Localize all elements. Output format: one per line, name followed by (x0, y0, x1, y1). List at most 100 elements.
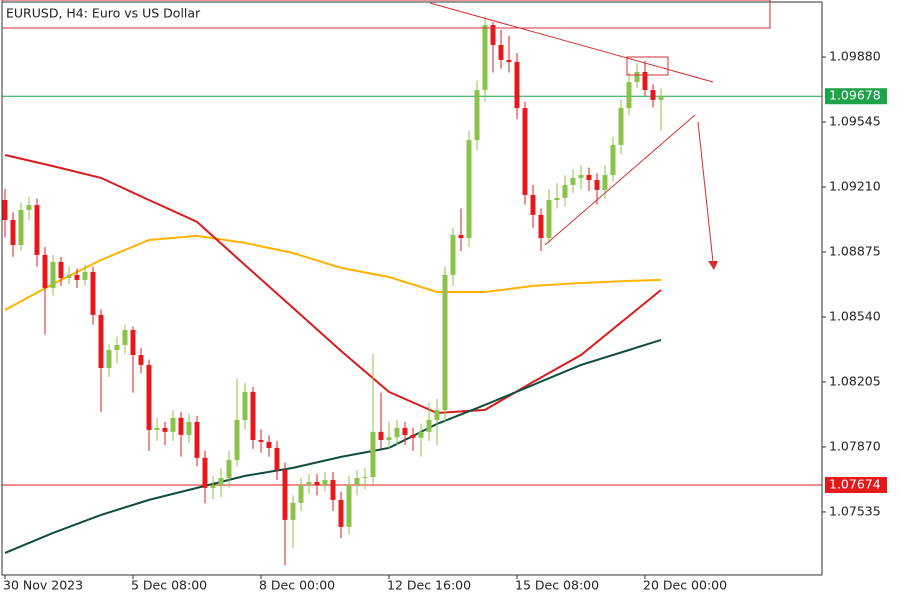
candle-body (570, 177, 576, 185)
candle-body (178, 417, 184, 435)
candle-body (514, 61, 520, 109)
y-tick-label: 1.08205 (829, 373, 881, 388)
candle-body (282, 469, 288, 520)
candle-body (50, 261, 56, 288)
candle-body (98, 314, 104, 369)
candle-body (2, 200, 8, 220)
candle-body (586, 174, 592, 181)
candle-body (362, 477, 368, 479)
candle-body (370, 431, 376, 478)
arrow (697, 121, 714, 263)
candle-body (162, 427, 168, 432)
x-tick-label: 15 Dec 08:00 (515, 578, 599, 593)
candle-body (402, 427, 408, 435)
y-tick-label: 1.09880 (829, 49, 881, 64)
candle-body (642, 71, 648, 91)
x-tick-label: 20 Dec 00:00 (643, 578, 727, 593)
arrow-head (708, 261, 718, 270)
candle-body (378, 431, 384, 440)
candle-body (130, 329, 136, 356)
candle-body (458, 234, 464, 239)
price-tag (825, 476, 887, 493)
candle-body (146, 364, 152, 430)
x-tick-label: 30 Nov 2023 (3, 578, 83, 593)
candle-body (386, 437, 392, 440)
candle-body (18, 209, 24, 246)
candle-body (82, 271, 88, 280)
candle-body (410, 434, 416, 438)
chart-title: EURUSD, H4: Euro vs US Dollar (6, 6, 201, 21)
candle-body (538, 214, 544, 239)
candle-body (274, 447, 280, 470)
candle-body (154, 427, 160, 430)
candle-body (90, 271, 96, 315)
candle-body (106, 349, 112, 369)
candle-body (482, 25, 488, 91)
price-tag (825, 88, 887, 105)
candle-body (10, 219, 16, 246)
candle-body (418, 431, 424, 438)
candle-body (210, 484, 216, 488)
y-tick-label: 1.09545 (829, 114, 881, 129)
candle-body (618, 108, 624, 145)
candle-body (202, 457, 208, 488)
y-tick-label: 1.07535 (829, 503, 881, 518)
candle-body (74, 274, 80, 280)
candle-body (266, 441, 272, 448)
candle-body (194, 421, 200, 458)
moving-average (4, 154, 662, 415)
candle-body (434, 410, 440, 420)
candle-body (634, 71, 640, 83)
candle-body (562, 184, 568, 198)
y-tick-label: 1.07870 (829, 438, 881, 453)
candle-body (298, 484, 304, 503)
candle-body (26, 205, 32, 210)
price-tag-label: 1.07674 (829, 476, 881, 491)
candle-body (330, 479, 336, 500)
candle-body (226, 459, 232, 479)
candle-body (314, 481, 320, 485)
y-tick-label: 1.08540 (829, 308, 881, 323)
candle-body (242, 391, 248, 420)
candle-body (394, 427, 400, 438)
y-tick-label: 1.08875 (829, 243, 881, 258)
y-tick-label: 1.09210 (829, 179, 881, 194)
plot-border (1, 1, 823, 576)
candle-body (450, 234, 456, 275)
candle-body (258, 439, 264, 442)
candle-body (578, 174, 584, 178)
candle-body (442, 274, 448, 411)
trendline (429, 2, 714, 83)
candle-body (594, 180, 600, 190)
candle-body (626, 82, 632, 109)
candle-body (218, 478, 224, 485)
candle-body (426, 419, 432, 432)
candle-body (658, 96, 664, 100)
candle-body (474, 90, 480, 141)
candle-body (346, 484, 352, 527)
candle-body (170, 417, 176, 432)
candle-body (490, 25, 496, 46)
candle-body (34, 205, 40, 255)
candle-body (610, 144, 616, 175)
candle-body (650, 90, 656, 100)
candle-body (186, 421, 192, 435)
candle-body (554, 197, 560, 201)
price-tag-label: 1.09678 (829, 88, 881, 103)
trendline (544, 114, 696, 246)
candle-body (250, 391, 256, 440)
highlight-box (626, 56, 669, 76)
x-tick-label: 8 Dec 00:00 (259, 578, 335, 593)
x-tick-label: 12 Dec 16:00 (387, 578, 471, 593)
candle-body (306, 481, 312, 485)
candle-body (506, 59, 512, 62)
candle-body (122, 329, 128, 345)
candle-body (66, 274, 72, 278)
candle-body (338, 499, 344, 527)
candle-body (58, 261, 64, 278)
candle-body (42, 254, 48, 288)
candle-body (290, 502, 296, 520)
candle-body (114, 344, 120, 350)
